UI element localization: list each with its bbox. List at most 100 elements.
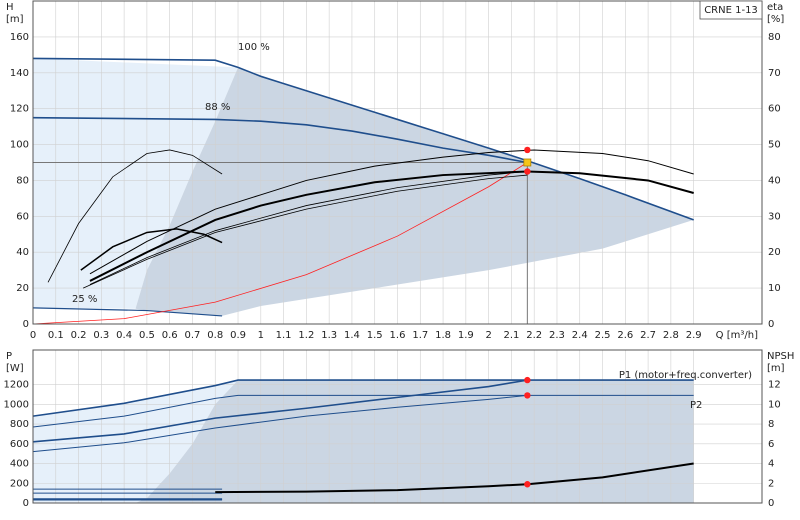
y-tick-label: 160: [10, 32, 29, 43]
x-tick-label: 1.7: [412, 330, 428, 341]
y2-tick-label: 70: [768, 68, 781, 79]
x-tick-label: 1.1: [276, 330, 292, 341]
x-tick-label: 1.8: [435, 330, 451, 341]
curve: [32, 116, 528, 164]
y-tick-label: 60: [16, 211, 29, 222]
y-tick-label: 0: [23, 319, 29, 330]
operating-region: [135, 67, 694, 316]
curve-label: 25 %: [72, 294, 97, 305]
chart-title: CRNE 1-13: [704, 5, 758, 16]
x-tick-label: 2.3: [549, 330, 565, 341]
x-tick-label: 0.6: [162, 330, 178, 341]
x-tick-label: 0: [30, 330, 36, 341]
y-tick-label: 140: [10, 68, 29, 79]
x-tick-label: 2: [485, 330, 491, 341]
curve: [32, 307, 223, 317]
y-tick-label: 120: [10, 104, 29, 115]
x-tick-label: 2.1: [503, 330, 519, 341]
x-axis-label: Q [m³/h]: [716, 330, 758, 341]
y2-tick-label: 20: [768, 247, 781, 258]
operating-region: [33, 380, 239, 503]
operating-region: [33, 58, 239, 309]
curve: [32, 379, 528, 443]
y2-tick-label: 0: [768, 498, 774, 509]
y2-tick-label: 40: [768, 175, 781, 186]
y-tick-label: 600: [10, 439, 29, 450]
x-tick-label: 1: [258, 330, 264, 341]
y-tick-label: 40: [16, 247, 29, 258]
y-tick-label: 800: [10, 419, 29, 430]
curve-label: P1 (motor+freq.converter): [619, 370, 752, 381]
x-tick-label: 2.6: [617, 330, 633, 341]
x-tick-label: 0.4: [116, 330, 132, 341]
curve: [32, 162, 528, 325]
curve: [32, 394, 694, 428]
x-tick-label: 2.9: [686, 330, 702, 341]
operating-point: [524, 168, 531, 175]
x-tick-label: 1.9: [458, 330, 474, 341]
y-tick-label: 200: [10, 478, 29, 489]
x-tick-label: 0.8: [207, 330, 223, 341]
x-tick-label: 0.1: [48, 330, 64, 341]
curve: [80, 228, 223, 271]
x-tick-label: 0.9: [230, 330, 246, 341]
x-tick-label: 1.5: [367, 330, 383, 341]
x-tick-label: 2.8: [663, 330, 679, 341]
y2-tick-label: 8: [768, 419, 774, 430]
duty-point: [523, 158, 532, 167]
curve: [82, 174, 528, 289]
y-axis-label: H: [6, 2, 14, 13]
operating-point: [524, 376, 531, 384]
x-tick-label: 1.4: [344, 330, 360, 341]
y2-tick-label: 10: [768, 283, 781, 294]
x-tick-label: 0.3: [93, 330, 109, 341]
y2-axis-unit: [%]: [767, 14, 784, 25]
curve: [32, 379, 694, 417]
curve: [215, 462, 694, 494]
y2-tick-label: 50: [768, 140, 781, 151]
operating-point: [524, 392, 531, 399]
y-tick-label: 100: [10, 140, 29, 151]
x-tick-label: 1.3: [321, 330, 337, 341]
x-tick-label: 2.7: [640, 330, 656, 341]
y2-tick-label: 12: [768, 380, 781, 391]
y2-tick-label: 4: [768, 459, 774, 470]
curve: [32, 57, 694, 221]
y-tick-label: 20: [16, 283, 29, 294]
curve: [32, 394, 528, 453]
curve-label: 100 %: [238, 42, 270, 53]
operating-point: [524, 481, 531, 488]
x-tick-label: 0.7: [185, 330, 201, 341]
y2-tick-label: 0: [768, 319, 774, 330]
y2-axis-label: eta: [767, 2, 783, 13]
y-tick-label: 400: [10, 459, 29, 470]
x-tick-label: 2.2: [526, 330, 542, 341]
y2-axis-label: NPSH: [767, 351, 794, 362]
y-axis-unit: [m]: [6, 14, 24, 25]
plot-frame: [32, 349, 763, 504]
y2-tick-label: 6: [768, 439, 774, 450]
y2-tick-label: 2: [768, 478, 774, 489]
y-tick-label: 0: [23, 498, 29, 509]
curve: [89, 170, 694, 282]
x-tick-label: 0.2: [71, 330, 87, 341]
y-tick-label: 1200: [4, 380, 29, 391]
curve: [47, 149, 223, 283]
curve-label: P2: [690, 400, 702, 411]
operating-point: [524, 146, 531, 154]
plot-frame: [32, 0, 763, 325]
y-axis-unit: [W]: [6, 363, 24, 374]
y-tick-label: 80: [16, 175, 29, 186]
curve: [89, 171, 528, 285]
x-tick-label: 2.4: [572, 330, 588, 341]
x-tick-label: 2.5: [595, 330, 611, 341]
title-box: [699, 0, 763, 20]
x-tick-label: 1.6: [390, 330, 406, 341]
x-tick-label: 0.5: [139, 330, 155, 341]
y2-tick-label: 10: [768, 399, 781, 410]
y2-axis-unit: [m]: [767, 363, 785, 374]
curve: [89, 149, 694, 275]
y-tick-label: 1000: [4, 399, 29, 410]
